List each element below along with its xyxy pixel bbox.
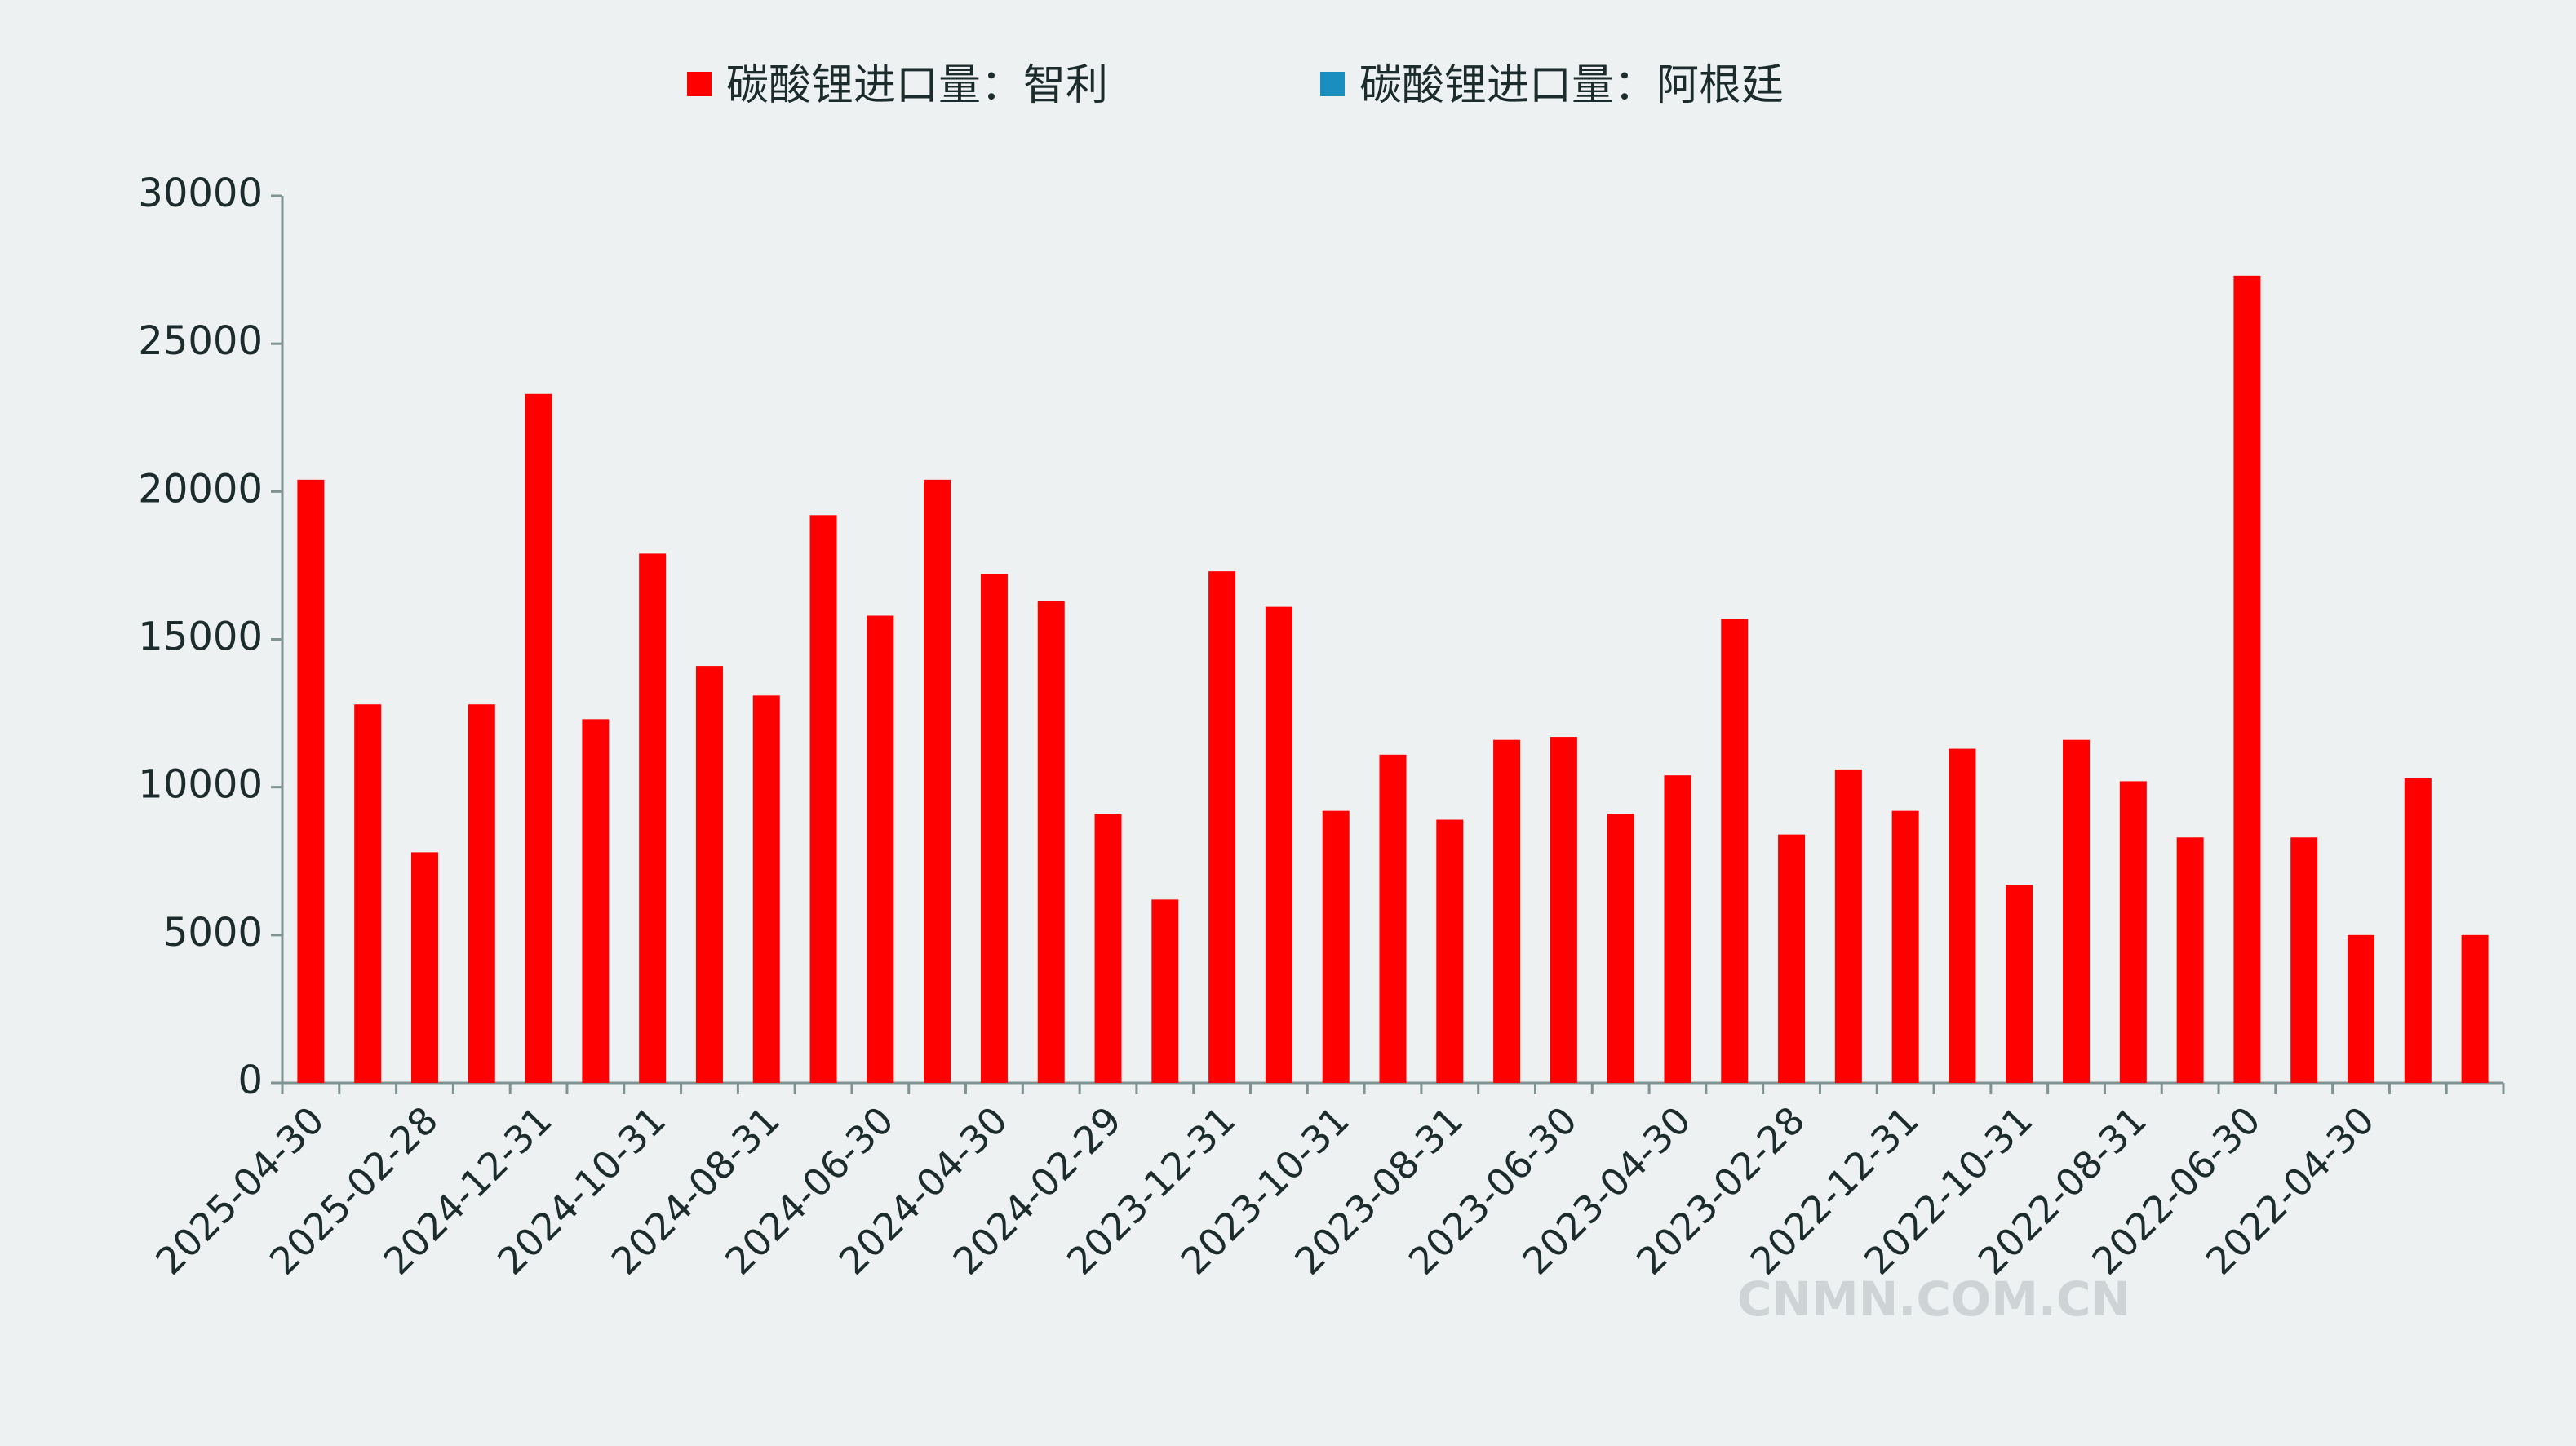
bar — [1265, 606, 1292, 1083]
bar — [1208, 571, 1236, 1083]
y-tick-label: 20000 — [138, 466, 263, 512]
bar — [2063, 739, 2091, 1083]
bar — [695, 666, 723, 1083]
bar — [980, 574, 1008, 1083]
bar — [1436, 819, 1464, 1083]
bar — [1037, 601, 1065, 1083]
bar — [2176, 837, 2204, 1083]
bar — [1322, 810, 1350, 1083]
bar — [639, 553, 667, 1083]
watermark: CNMN.COM.CN — [1737, 1271, 2130, 1327]
bar — [1834, 769, 1862, 1083]
legend-label: 碳酸锂进口量：智利 — [726, 61, 1108, 110]
bar — [1379, 754, 1407, 1083]
bar — [1949, 748, 1976, 1083]
bar — [1151, 899, 1179, 1083]
bar — [468, 704, 495, 1083]
bar — [752, 695, 780, 1083]
y-tick-label: 15000 — [138, 614, 263, 660]
y-tick-label: 30000 — [138, 171, 263, 216]
bar — [1721, 619, 1749, 1083]
bar — [2006, 885, 2033, 1083]
bar — [1778, 834, 1806, 1083]
bar — [2233, 275, 2261, 1084]
bar — [297, 479, 325, 1083]
bar — [525, 393, 552, 1084]
y-tick-label: 10000 — [138, 762, 263, 808]
y-tick-label: 5000 — [163, 910, 263, 956]
bar — [354, 704, 382, 1083]
legend-label: 碳酸锂进口量：阿根廷 — [1359, 61, 1784, 110]
bar — [410, 852, 438, 1083]
legend-swatch — [687, 72, 712, 96]
bar — [1664, 775, 1691, 1083]
bar — [2290, 837, 2318, 1083]
bar — [2404, 778, 2432, 1083]
bar — [2461, 934, 2489, 1083]
bar — [867, 615, 894, 1083]
bar — [924, 479, 951, 1083]
bar — [809, 515, 837, 1083]
y-tick-label: 25000 — [138, 318, 263, 364]
legend-swatch — [1320, 72, 1345, 96]
bar — [1891, 810, 1919, 1083]
bar — [1607, 814, 1634, 1083]
bar — [582, 719, 610, 1083]
bar — [1493, 739, 1521, 1083]
y-tick-label: 0 — [237, 1058, 263, 1103]
bar — [1094, 814, 1122, 1083]
bar — [1550, 737, 1577, 1083]
bar — [2348, 934, 2375, 1083]
bar — [2119, 781, 2147, 1083]
